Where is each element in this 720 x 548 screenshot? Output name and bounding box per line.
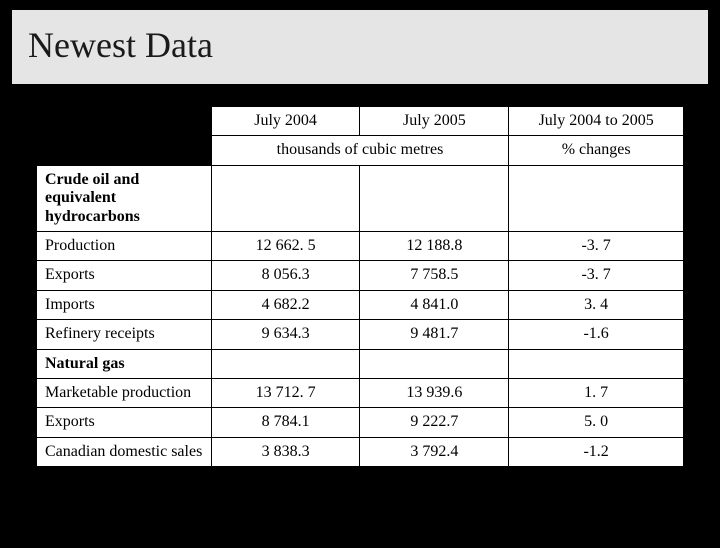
data-table-wrap: July 2004 July 2005 July 2004 to 2005 th… (36, 106, 684, 467)
data-table: July 2004 July 2005 July 2004 to 2005 th… (36, 106, 684, 467)
col-header-1: July 2004 (211, 107, 360, 136)
table-row: Refinery receipts 9 634.3 9 481.7 -1.6 (37, 320, 684, 349)
cell-value: 4 682.2 (211, 290, 360, 319)
row-label: Refinery receipts (37, 320, 212, 349)
cell-value: 3 838.3 (211, 437, 360, 466)
cell-value: 9 222.7 (360, 408, 509, 437)
cell-value: 13 939.6 (360, 378, 509, 407)
cell-value: -3. 7 (509, 231, 684, 260)
col-header-2: July 2005 (360, 107, 509, 136)
row-label: Exports (37, 261, 212, 290)
header-row-1: July 2004 July 2005 July 2004 to 2005 (37, 107, 684, 136)
cell-value: 12 188.8 (360, 231, 509, 260)
cell-value: 3 792.4 (360, 437, 509, 466)
table-row: Exports 8 056.3 7 758.5 -3. 7 (37, 261, 684, 290)
empty-cell (509, 165, 684, 231)
cell-value: 9 634.3 (211, 320, 360, 349)
section-label: Crude oil and equivalent hydrocarbons (37, 165, 212, 231)
empty-cell (360, 349, 509, 378)
cell-value: 12 662. 5 (211, 231, 360, 260)
header-blank (37, 107, 212, 136)
cell-value: 5. 0 (509, 408, 684, 437)
col-header-3: July 2004 to 2005 (509, 107, 684, 136)
table-row: Production 12 662. 5 12 188.8 -3. 7 (37, 231, 684, 260)
subheader-units: thousands of cubic metres (211, 136, 509, 165)
table-row: Exports 8 784.1 9 222.7 5. 0 (37, 408, 684, 437)
cell-value: 13 712. 7 (211, 378, 360, 407)
empty-cell (211, 165, 360, 231)
row-label: Marketable production (37, 378, 212, 407)
empty-cell (211, 349, 360, 378)
table-row: Marketable production 13 712. 7 13 939.6… (37, 378, 684, 407)
empty-cell (509, 349, 684, 378)
row-label: Imports (37, 290, 212, 319)
section-label: Natural gas (37, 349, 212, 378)
title-bar: Newest Data (10, 8, 710, 86)
header-blank-2 (37, 136, 212, 165)
cell-value: 4 841.0 (360, 290, 509, 319)
cell-value: 1. 7 (509, 378, 684, 407)
row-label: Exports (37, 408, 212, 437)
cell-value: -3. 7 (509, 261, 684, 290)
cell-value: 8 784.1 (211, 408, 360, 437)
row-label: Canadian domestic sales (37, 437, 212, 466)
cell-value: 9 481.7 (360, 320, 509, 349)
table-row: Imports 4 682.2 4 841.0 3. 4 (37, 290, 684, 319)
cell-value: 3. 4 (509, 290, 684, 319)
row-label: Production (37, 231, 212, 260)
header-row-2: thousands of cubic metres % changes (37, 136, 684, 165)
page-title: Newest Data (28, 24, 692, 66)
section-row: Natural gas (37, 349, 684, 378)
cell-value: 7 758.5 (360, 261, 509, 290)
table-row: Canadian domestic sales 3 838.3 3 792.4 … (37, 437, 684, 466)
empty-cell (360, 165, 509, 231)
subheader-pct: % changes (509, 136, 684, 165)
cell-value: -1.2 (509, 437, 684, 466)
cell-value: -1.6 (509, 320, 684, 349)
cell-value: 8 056.3 (211, 261, 360, 290)
section-row: Crude oil and equivalent hydrocarbons (37, 165, 684, 231)
